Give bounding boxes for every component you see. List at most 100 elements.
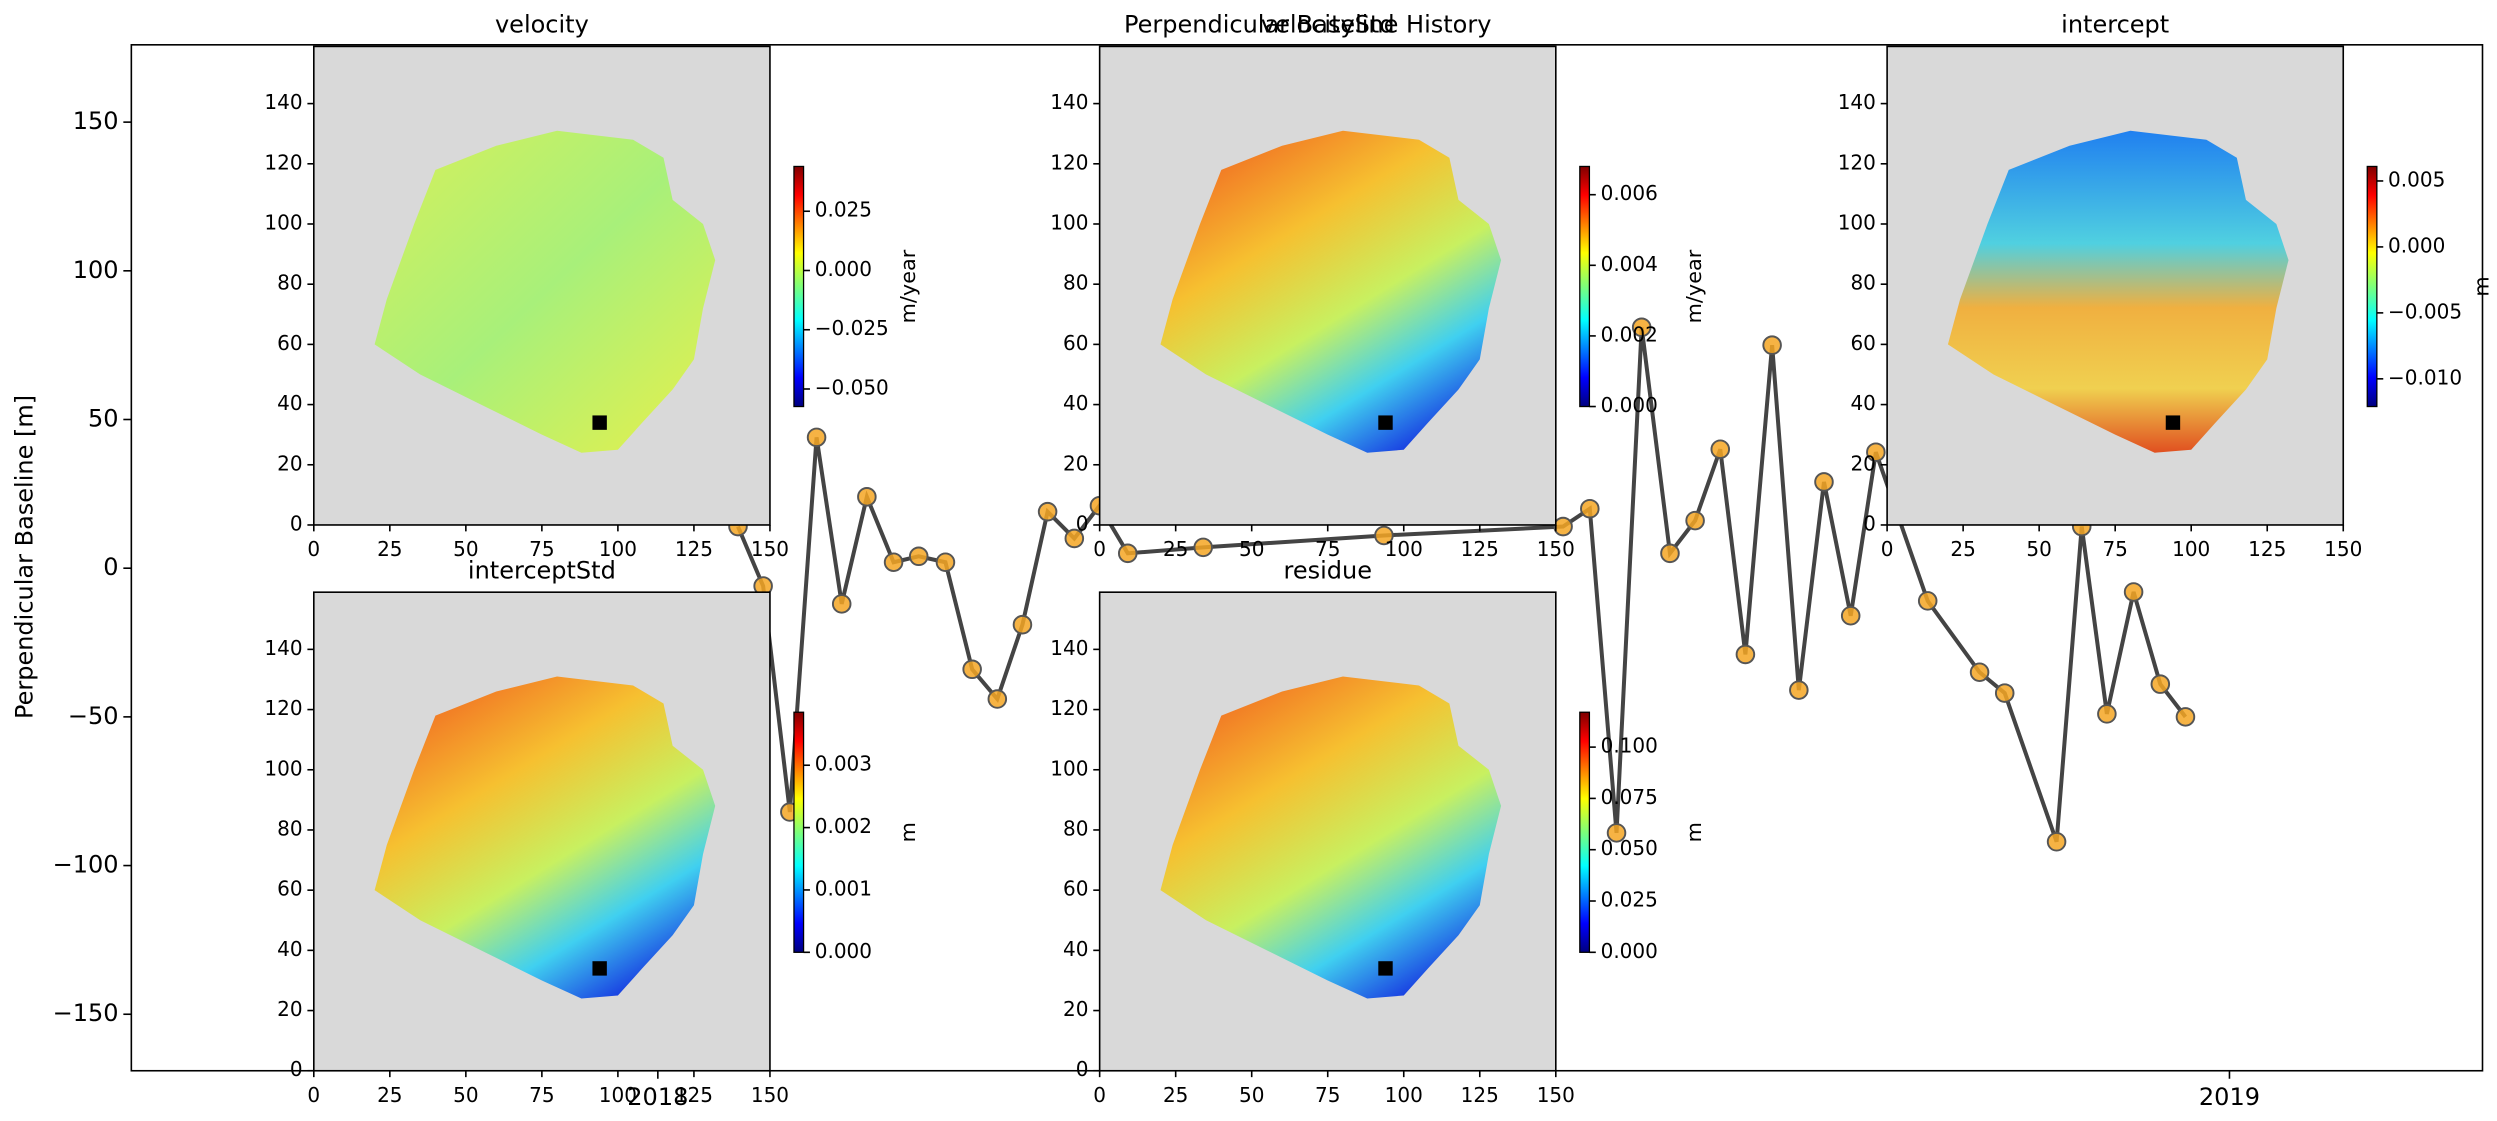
x-tick-label: 0: [1881, 537, 1894, 561]
y-tick-label: 60: [277, 331, 302, 355]
acquisition-point: [1117, 543, 1138, 564]
y-tick-label: 0: [1076, 1057, 1089, 1081]
y-tick-label: 100: [1050, 210, 1088, 234]
colorbar-tick-label: 0.003: [815, 752, 872, 776]
colorbar-tick-label: 0.002: [815, 814, 872, 838]
x-tick-label: 75: [1315, 1083, 1340, 1107]
x-tick-label: 0: [307, 537, 320, 561]
colorbar-tick-label: −0.050: [815, 375, 889, 399]
colorbar-tick-label: 0.000: [1601, 939, 1658, 963]
y-tick-label: 60: [1063, 877, 1088, 901]
x-tick-label: 50: [1239, 537, 1264, 561]
reference-point: [592, 415, 607, 430]
x-tick-label: 0: [307, 1083, 320, 1107]
x-tick-label: 75: [2102, 537, 2127, 561]
colorbar-tick-label: 0.002: [1601, 322, 1658, 346]
x-tick-label: 100: [1385, 1083, 1423, 1107]
y-tick-label: 140: [264, 90, 302, 114]
y-tick-label: 120: [264, 696, 302, 720]
x-tick-label: 50: [2026, 537, 2051, 561]
y-tick-label: 140: [1050, 636, 1088, 660]
y-tick-label: 40: [277, 391, 302, 415]
x-tick-label: 75: [1315, 537, 1340, 561]
colorbar: [1579, 711, 1591, 953]
x-tick-label: 100: [1385, 537, 1423, 561]
island-map: [1947, 130, 2289, 453]
acquisition-point: [1012, 614, 1033, 635]
y-tick-label: 80: [1063, 816, 1088, 840]
x-tick-label: 125: [1461, 537, 1499, 561]
colorbar-tick-label: 0.100: [1601, 734, 1658, 758]
x-tick-label: 75: [529, 537, 554, 561]
y-tick-label: 60: [1850, 331, 1875, 355]
y-tick-label: 140: [264, 636, 302, 660]
colorbar-tick-label: 0.025: [815, 198, 872, 222]
x-tick-label: 100: [599, 537, 637, 561]
colorbar-tick-label: 0.001: [815, 876, 872, 900]
chart-title: Perpendicular Baseline History: [1124, 11, 1491, 39]
x-tick-label: 150: [751, 537, 789, 561]
x-tick-label: 150: [2324, 537, 2362, 561]
y-tick-label: 80: [277, 271, 302, 295]
acquisition-point: [831, 594, 852, 614]
y-tick-label: 20: [1063, 997, 1088, 1021]
x-tick-label: 75: [529, 1083, 554, 1107]
x-tick-label: 25: [1950, 537, 1975, 561]
x-tick-label: 0: [1093, 1083, 1106, 1107]
acquisition-point: [1685, 510, 1705, 531]
y-tick-label: 40: [1063, 937, 1088, 961]
colorbar: [793, 165, 805, 408]
x-tick-label: 50: [1239, 1083, 1264, 1107]
inset-title: velocityStd: [1261, 11, 1395, 39]
colorbar: [2366, 165, 2378, 408]
x-tick-label: 25: [377, 1083, 402, 1107]
colorbar-tick-label: 0.000: [2388, 233, 2445, 257]
y-tick-label: 40: [277, 937, 302, 961]
reference-point: [1378, 961, 1393, 976]
x-tick-label: 125: [2248, 537, 2286, 561]
acquisition-point: [1994, 683, 2015, 703]
y-tick-label: 150: [73, 107, 119, 135]
y-tick-label: 140: [1838, 90, 1876, 114]
acquisition-point: [2123, 582, 2144, 602]
colorbar-tick-label: 0.000: [1601, 393, 1658, 417]
x-tick-label: 50: [453, 537, 478, 561]
x-tick-label: 100: [599, 1083, 637, 1107]
acquisition-point: [1710, 439, 1731, 460]
x-tick-label: 150: [1537, 1083, 1575, 1107]
x-tick-label: 150: [1537, 537, 1575, 561]
y-tick-label: 60: [1063, 331, 1088, 355]
acquisition-point: [1735, 644, 1756, 665]
x-tick-label: 2019: [2199, 1083, 2260, 1111]
acquisition-point: [987, 689, 1008, 709]
island-map: [1160, 676, 1502, 999]
acquisition-point: [1631, 317, 1652, 338]
y-tick-label: 80: [1063, 271, 1088, 295]
y-tick-label: 0: [1863, 511, 1876, 535]
colorbar-tick-label: 0.000: [815, 257, 872, 281]
y-tick-label: 40: [1850, 391, 1875, 415]
colorbar-label: m: [1682, 822, 1706, 842]
y-tick-label: 100: [264, 210, 302, 234]
y-tick-label: 20: [1063, 451, 1088, 475]
acquisition-point: [908, 546, 929, 567]
colorbar: [793, 711, 805, 953]
acquisition-point: [1660, 543, 1680, 564]
acquisition-point: [1917, 591, 1938, 611]
y-tick-label: 120: [264, 150, 302, 174]
acquisition-point: [2150, 674, 2171, 694]
acquisition-point: [1866, 442, 1886, 462]
acquisition-point: [1789, 680, 1809, 700]
x-tick-label: 125: [675, 1083, 713, 1107]
acquisition-point: [1814, 472, 1834, 492]
acquisition-point: [1840, 606, 1861, 626]
acquisition-point: [1037, 501, 1058, 522]
colorbar-tick-label: 0.004: [1601, 252, 1658, 276]
y-tick-label: 100: [1838, 210, 1876, 234]
colorbar-tick-label: 0.075: [1601, 785, 1658, 809]
y-axis-label: Perpendicular Baseline [m]: [11, 395, 39, 719]
y-tick-label: 20: [277, 451, 302, 475]
y-tick-label: 0: [290, 1057, 303, 1081]
y-tick-label: 60: [277, 877, 302, 901]
